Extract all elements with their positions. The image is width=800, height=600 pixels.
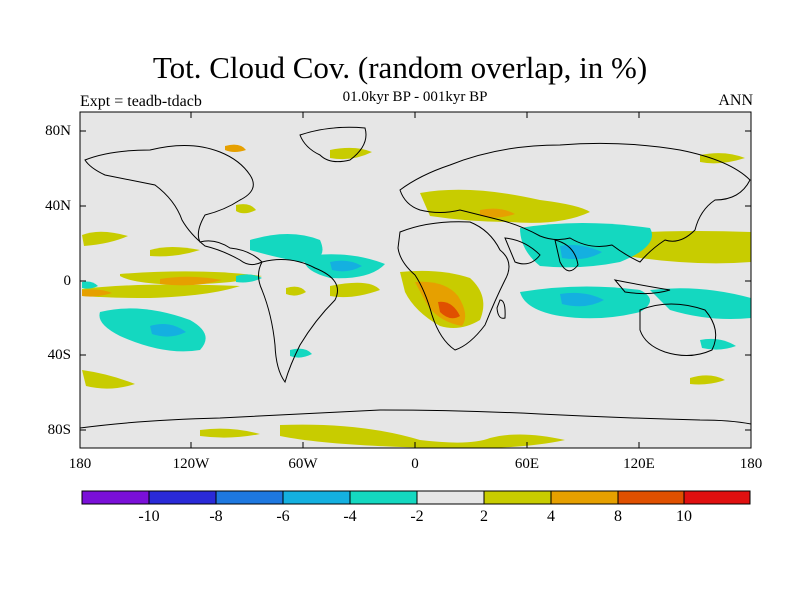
colorbar-box-9 xyxy=(617,490,685,505)
lat-tick-marks xyxy=(80,130,751,431)
colorbar-box-5 xyxy=(349,490,418,505)
lat-label-80s: 80S xyxy=(47,422,71,438)
colorbar-label-8: 8 xyxy=(614,508,622,525)
colorbar-box-2 xyxy=(148,490,217,505)
lat-label-80n: 80N xyxy=(45,123,71,139)
colorbar-label-4: 4 xyxy=(547,508,555,525)
colorbar-label-neg4: -4 xyxy=(343,508,357,525)
colorbar-box-7 xyxy=(483,490,552,505)
lon-label-180e: 180 xyxy=(739,456,763,472)
anomaly-fills xyxy=(82,144,751,449)
lat-label-40n: 40N xyxy=(45,198,71,214)
colorbar-box-1 xyxy=(81,490,150,505)
colorbar-label-neg10: -10 xyxy=(138,508,160,525)
map-title: Tot. Cloud Cov. (random overlap, in %) xyxy=(152,50,648,85)
lat-label-40s: 40S xyxy=(47,347,71,363)
colorbar xyxy=(81,490,751,505)
lon-label-60w: 60W xyxy=(288,456,318,472)
lon-label-120e: 120E xyxy=(623,456,655,472)
colorbar-label-neg6: -6 xyxy=(276,508,290,525)
lon-label-0: 0 xyxy=(411,456,419,472)
lon-label-120w: 120W xyxy=(172,456,210,472)
lon-tick-marks xyxy=(190,112,640,448)
coastlines xyxy=(79,126,752,429)
colorbar-box-6 xyxy=(416,490,485,505)
colorbar-box-10 xyxy=(683,490,751,505)
colorbar-box-4 xyxy=(282,490,351,505)
experiment-label: Expt = teadb-tdacb xyxy=(80,93,202,110)
map-subtitle: 01.0kyr BP - 001kyr BP xyxy=(342,89,488,105)
colorbar-label-neg2: -2 xyxy=(410,508,424,525)
lon-label-180w: 180 xyxy=(68,456,92,472)
lon-label-60e: 60E xyxy=(514,456,540,472)
colorbar-box-8 xyxy=(550,490,619,505)
season-label: ANN xyxy=(718,92,753,109)
colorbar-label-neg8: -8 xyxy=(209,508,223,525)
colorbar-label-10: 10 xyxy=(676,508,692,525)
colorbar-label-2: 2 xyxy=(480,508,488,525)
colorbar-box-3 xyxy=(215,490,284,505)
lat-label-0: 0 xyxy=(63,273,72,289)
